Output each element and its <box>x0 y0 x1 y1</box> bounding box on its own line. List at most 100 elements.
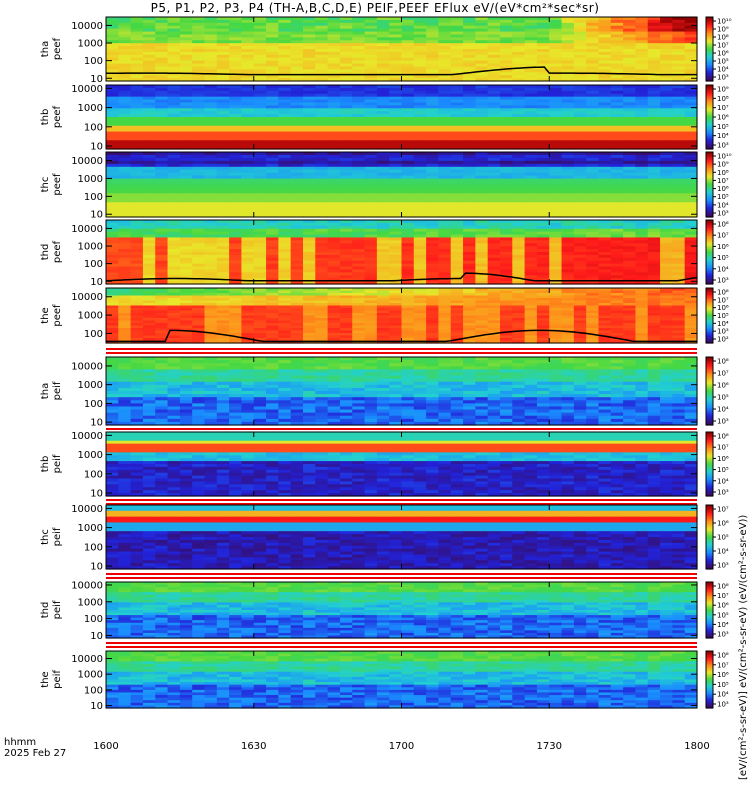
heatmap-cell <box>204 60 218 65</box>
heatmap-cell <box>142 320 156 324</box>
heatmap-cell <box>660 93 673 98</box>
heatmap-cell <box>512 108 526 112</box>
heatmap-cell <box>303 49 316 53</box>
heatmap-cell <box>142 313 156 317</box>
heatmap-cell <box>130 222 144 227</box>
heatmap-cell <box>672 252 686 256</box>
heatmap-cell <box>253 66 267 70</box>
heatmap-cell <box>561 137 575 141</box>
heatmap-cell <box>450 237 464 241</box>
heatmap-cell <box>290 63 304 68</box>
heatmap-cell <box>253 51 267 56</box>
heatmap-cell <box>438 278 452 282</box>
heatmap-cell <box>290 202 304 206</box>
heatmap-cell <box>364 43 378 47</box>
heatmap-cell <box>389 37 403 41</box>
heatmap-cell <box>401 254 415 259</box>
heatmap-cell <box>167 184 181 189</box>
heatmap-cell <box>635 214 649 218</box>
heatmap-cell <box>524 66 538 70</box>
heatmap-cell <box>352 257 366 262</box>
heatmap-cell <box>315 228 329 233</box>
heatmap-cell <box>352 54 366 59</box>
heatmap-cell <box>512 154 526 159</box>
heatmap-cell <box>389 166 403 171</box>
heatmap-cell <box>647 175 661 180</box>
heatmap-cell <box>339 190 353 194</box>
heatmap-cell <box>413 102 427 106</box>
heatmap-cell <box>130 72 144 76</box>
heatmap-cell <box>118 323 132 327</box>
heatmap-cell <box>192 25 206 30</box>
colorbar-segment <box>706 126 713 129</box>
heatmap-cell <box>142 28 156 33</box>
heatmap-cell <box>426 249 440 253</box>
heatmap-cell <box>647 96 661 101</box>
heatmap-cell <box>229 152 243 156</box>
heatmap-cell <box>130 31 144 36</box>
heatmap-cell <box>475 128 489 133</box>
heatmap-cell <box>401 260 415 265</box>
heatmap-cell <box>524 152 538 156</box>
heatmap-cell <box>339 46 353 50</box>
y-tick-label: 100 <box>84 192 103 203</box>
heatmap-cell <box>586 134 600 138</box>
heatmap-cell <box>598 90 612 95</box>
heatmap-cell <box>315 22 329 27</box>
heatmap-cell <box>376 163 390 168</box>
heatmap-cell <box>672 172 686 177</box>
heatmap-cell <box>364 181 378 186</box>
heatmap-cell <box>500 31 513 36</box>
heatmap-cell <box>278 87 292 92</box>
heatmap-cell <box>266 205 279 209</box>
heatmap-cell <box>463 252 476 256</box>
heatmap-cell <box>106 54 119 59</box>
heatmap-cell <box>450 272 464 276</box>
heatmap-cell <box>118 288 132 292</box>
heatmap-cell <box>204 318 218 322</box>
heatmap-cell <box>130 246 144 250</box>
heatmap-cell <box>364 93 378 98</box>
heatmap-cell <box>660 208 673 212</box>
heatmap-cell <box>610 184 624 189</box>
heatmap-cell <box>327 298 341 302</box>
heatmap-cell <box>118 72 132 76</box>
heatmap-cell <box>155 315 169 319</box>
colorbar-tick-label: 10⁵ <box>717 254 729 262</box>
heatmap-cell <box>561 166 575 171</box>
heatmap-cell <box>561 202 575 206</box>
heatmap-cell <box>684 190 698 194</box>
heatmap-cell <box>303 199 316 203</box>
heatmap-cell <box>660 190 673 194</box>
heatmap-cell <box>573 257 587 262</box>
heatmap-cell <box>672 237 686 241</box>
heatmap-cell <box>241 254 255 259</box>
heatmap-cell <box>487 96 501 101</box>
heatmap-cell <box>253 323 267 327</box>
heatmap-cell <box>241 43 255 47</box>
heatmap-cell <box>241 208 255 212</box>
heatmap-cell <box>192 199 206 203</box>
heatmap-cell <box>561 40 575 44</box>
heatmap-cell <box>315 323 329 327</box>
heatmap-cell <box>241 323 255 327</box>
colorbar-tick-label: 10⁸ <box>717 34 729 42</box>
heatmap-cell <box>672 122 686 127</box>
heatmap-cell <box>192 340 206 344</box>
heatmap-cell <box>155 300 169 304</box>
heatmap-cell <box>413 193 427 197</box>
heatmap-cell <box>512 114 526 118</box>
heatmap-cell <box>438 199 452 203</box>
heatmap-cell <box>463 122 476 127</box>
heatmap-cell <box>500 49 513 53</box>
heatmap-cell <box>241 298 255 302</box>
heatmap-cell <box>216 143 230 147</box>
heatmap-cell <box>623 125 637 130</box>
heatmap-cell <box>475 234 489 239</box>
heatmap-cell <box>339 178 353 183</box>
heatmap-cell <box>229 51 243 56</box>
heatmap-cell <box>536 252 550 256</box>
heatmap-cell <box>561 263 575 268</box>
heatmap-cell <box>549 96 563 101</box>
heatmap-cell <box>253 122 267 127</box>
